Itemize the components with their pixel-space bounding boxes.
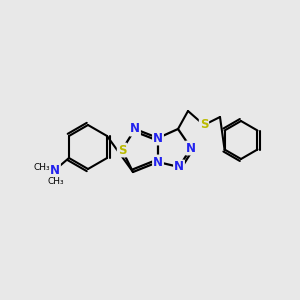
Text: S: S — [200, 118, 208, 131]
Text: N: N — [50, 164, 60, 176]
Text: N: N — [174, 160, 184, 173]
Text: N: N — [153, 131, 163, 145]
Text: S: S — [118, 143, 126, 157]
Text: N: N — [130, 122, 140, 136]
Text: N: N — [153, 155, 163, 169]
Text: CH₃: CH₃ — [34, 164, 50, 172]
Text: CH₃: CH₃ — [48, 178, 64, 187]
Text: N: N — [186, 142, 196, 154]
